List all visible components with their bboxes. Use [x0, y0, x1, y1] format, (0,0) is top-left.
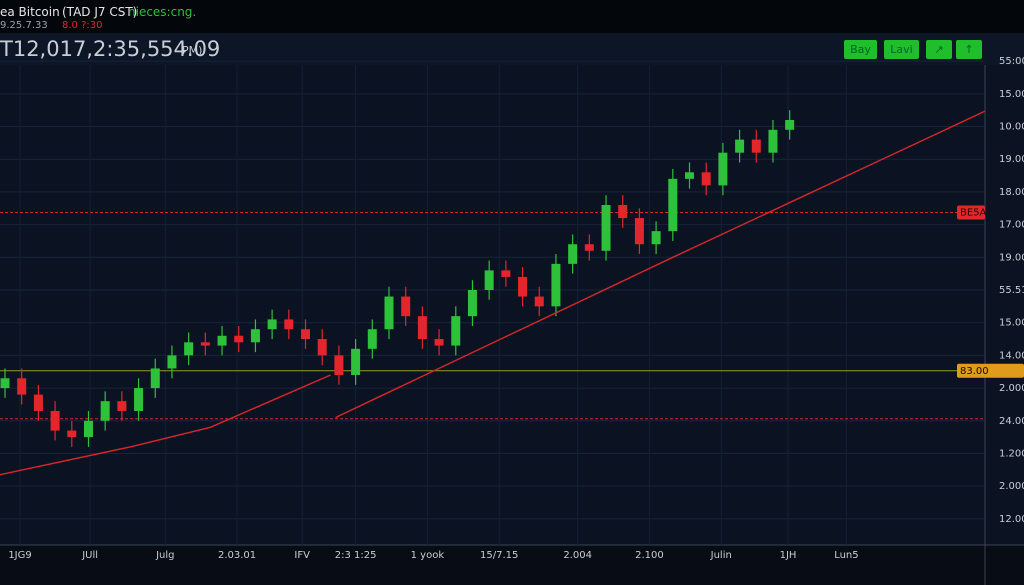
candle-body	[301, 329, 311, 340]
price-tag	[957, 363, 1024, 378]
sub-right: 8.0 ?:30	[62, 20, 103, 31]
candle-body	[451, 316, 461, 346]
draw-button[interactable]: ↗	[926, 40, 952, 59]
candle-body	[67, 430, 77, 438]
x-axis-band	[0, 545, 1024, 585]
candle-body	[167, 355, 177, 369]
price-tag-label: 83.00	[960, 366, 989, 377]
candle-body	[17, 378, 27, 395]
candle-body	[184, 342, 194, 356]
candle-body	[434, 339, 444, 346]
sub-left: 9.25.7.33	[0, 20, 48, 31]
candle-body	[200, 342, 210, 346]
y-tick-label: 55.51	[999, 285, 1024, 296]
candle-body	[668, 178, 678, 232]
candle-body	[467, 290, 477, 317]
y-tick-label: 2.000	[999, 481, 1024, 492]
candle-body	[234, 335, 244, 343]
x-tick-label: JUll	[81, 550, 98, 561]
candle-body	[0, 378, 10, 389]
status: nieces:cng.	[128, 5, 197, 19]
candle-body	[50, 410, 60, 431]
candle-body	[417, 316, 427, 340]
candle-body	[501, 270, 511, 277]
candle-body	[601, 205, 611, 251]
y-tick-label: 24.00	[999, 416, 1024, 427]
x-tick-label: IFV	[294, 550, 310, 561]
x-tick-label: 1JG9	[8, 550, 31, 561]
candle-body	[250, 329, 260, 343]
y-tick-label: 17.00	[999, 220, 1024, 231]
big-price: T12,017,2:35,554.09	[0, 37, 221, 61]
candle-body	[317, 339, 327, 356]
candle-body	[718, 152, 728, 186]
candle-body	[651, 231, 661, 245]
candle-body	[267, 319, 277, 330]
up-button[interactable]: ↑	[956, 40, 982, 59]
sell-button[interactable]: Lavi	[884, 40, 919, 59]
y-tick-label: 14.00	[999, 350, 1024, 361]
big-suffix: PM)	[182, 44, 203, 57]
y-tick-label: 12.000	[999, 514, 1024, 525]
candle-body	[150, 368, 160, 389]
candle-body	[685, 172, 694, 179]
y-tick-label: 19.00	[999, 252, 1024, 263]
candle-body	[484, 270, 494, 290]
trend-line	[335, 110, 986, 419]
candle-body	[284, 319, 294, 330]
candle-body	[735, 139, 745, 153]
y-tick-label: 1.200	[999, 448, 1024, 459]
symbol: ea Bitcoin	[0, 5, 60, 19]
candle-body	[768, 129, 778, 153]
candle-body	[351, 348, 361, 375]
y-tick-label: 10.00	[999, 122, 1024, 133]
title-bar: ea Bitcoin (TAD J7 CST) nieces:cng. 9.25…	[0, 0, 1024, 33]
buy-button[interactable]: Bay	[844, 40, 877, 59]
x-tick-label: 2.03.01	[218, 550, 256, 561]
x-tick-label: 2:3 1:25	[335, 550, 377, 561]
price-tag	[957, 205, 985, 220]
x-tick-label: 1 yook	[411, 550, 445, 561]
x-tick-label: 2.004	[563, 550, 592, 561]
x-tick-label: 2.100	[635, 550, 664, 561]
price-tag-label: BE5A	[960, 208, 987, 219]
y-tick-label: 19.00	[999, 154, 1024, 165]
candle-body	[618, 205, 628, 219]
y-tick-label: 15.00	[999, 89, 1024, 100]
candle-body	[83, 420, 93, 438]
candle-body	[518, 276, 528, 297]
candle-body	[100, 401, 110, 421]
candle-body	[117, 401, 127, 411]
candle-body	[534, 296, 544, 307]
candle-body	[334, 355, 344, 375]
candle-body	[367, 329, 377, 349]
candle-body	[568, 244, 578, 264]
candle-body	[701, 172, 711, 186]
candle-body	[217, 335, 227, 346]
candle-body	[584, 244, 594, 251]
candle-body	[33, 394, 43, 411]
candle-body	[401, 296, 411, 317]
trend-line	[0, 374, 331, 476]
candle-body	[384, 296, 394, 330]
candle-body	[751, 139, 761, 153]
x-tick-label: Julin	[710, 550, 732, 561]
timeframe: (TAD J7 CST)	[62, 5, 138, 19]
x-tick-label: 1JH	[780, 550, 797, 561]
x-tick-label: 15/7.15	[480, 550, 518, 561]
x-tick-label: Lun5	[834, 550, 858, 561]
candle-body	[785, 120, 795, 130]
candle-body	[634, 218, 644, 245]
x-tick-label: Julg	[155, 550, 174, 561]
y-tick-label: 15.00	[999, 318, 1024, 329]
candle-body	[134, 388, 144, 411]
y-tick-label: 18.00	[999, 187, 1024, 198]
y-tick-label: 2.000	[999, 383, 1024, 394]
candle-body	[551, 263, 561, 307]
